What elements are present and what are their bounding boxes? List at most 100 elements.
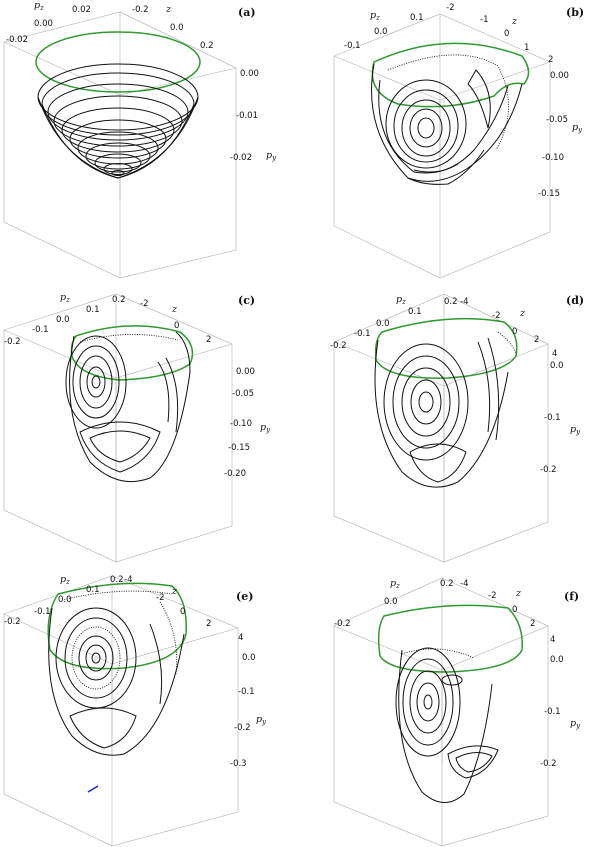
panel-label: (e): [236, 590, 253, 603]
z-tick: 2: [534, 335, 539, 345]
pz-tick: 0.2: [440, 579, 454, 589]
py-axis-label: py: [260, 422, 271, 434]
orbit-family: [37, 63, 199, 179]
pz-axis-label: pz: [396, 294, 406, 306]
z-tick: 2: [548, 55, 553, 65]
py-tick: -0.10: [542, 153, 564, 163]
py-tick: -0.20: [224, 469, 246, 479]
py-tick: -0.1: [544, 707, 561, 717]
marker-segment: [87, 785, 99, 793]
pz-tick: -0.1: [32, 325, 49, 335]
z-tick: 0: [512, 605, 517, 615]
z-tick: -2: [446, 3, 454, 13]
z-tick: 0.2: [200, 41, 214, 51]
py-axis-label: py: [570, 718, 581, 730]
panel-label: (d): [566, 294, 584, 307]
z-tick: -1: [480, 15, 488, 25]
pz-tick: -0.1: [34, 607, 51, 617]
py-axis: 0.00 -0.05 -0.10 -0.15 -0.20 py: [224, 367, 271, 479]
z-tick: 4: [550, 635, 555, 645]
box-frame: [333, 293, 549, 563]
plot-d: pz 0.2 0.1 0.0 -0.1 -0.2 z -4 -2 0 2 4 0…: [330, 293, 584, 563]
pz-tick: 0.0: [374, 27, 388, 37]
z-tick: -2: [156, 593, 164, 603]
plot-e: pz 0.2 0.1 0.0 -0.1 -0.2 z -4 -2 0 2 4 0…: [3, 574, 267, 847]
py-tick: -0.10: [230, 419, 252, 429]
z-tick: 0.0: [170, 23, 184, 33]
z-tick: 4: [552, 349, 557, 359]
z-tick: -0.2: [132, 5, 149, 15]
py-tick: -0.01: [236, 111, 258, 121]
z-tick: -4: [124, 575, 132, 585]
orbit-family: [374, 331, 517, 488]
py-axis-label: py: [570, 424, 581, 436]
section-curve: [47, 582, 187, 670]
pz-tick: 0.2: [444, 297, 458, 307]
py-tick: 0.00: [240, 69, 259, 79]
z-tick: -2: [488, 591, 496, 601]
box-frame: [3, 293, 233, 563]
py-axis: 0.00 -0.01 -0.02 py: [230, 69, 277, 163]
z-tick: 0: [504, 29, 509, 39]
pz-axis: pz 0.2 0.1 0.0 -0.1 -0.2: [4, 292, 126, 347]
pz-tick: -0.2: [334, 619, 351, 629]
pz-tick: -0.2: [4, 617, 21, 627]
pz-tick: 0.1: [86, 585, 100, 595]
z-tick: -2: [492, 311, 500, 321]
pz-axis: pz 0.02 0.00 -0.02: [6, 0, 91, 45]
plot-f: pz 0.2 0.0 -0.2 z -4 -2 0 2 4 0.0 -0.1 -…: [333, 577, 581, 847]
pz-axis-label: pz: [34, 0, 44, 12]
z-axis-label: z: [171, 304, 178, 315]
py-tick: 0.00: [236, 367, 255, 377]
pz-tick: -0.2: [4, 337, 21, 347]
py-axis: 0.0 -0.1 -0.2 py: [540, 655, 581, 769]
pz-axis-label: pz: [370, 10, 380, 22]
plot-b: pz 0.1 0.0 -0.1 z -2 -1 0 1 2 0.00 -0.05…: [333, 3, 584, 279]
z-axis: z -2 0 2: [140, 299, 211, 345]
pz-tick: 0.1: [86, 305, 100, 315]
pz-tick: -0.02: [6, 35, 28, 45]
panel-label: (a): [238, 6, 256, 19]
orbit-family: [65, 331, 191, 483]
py-tick: -0.15: [538, 189, 560, 199]
z-tick: -4: [460, 297, 468, 307]
section-curve: [377, 604, 523, 673]
z-axis: z -2 -1 0 1 2: [446, 3, 553, 65]
py-axis-label: py: [572, 122, 583, 134]
panel-c: pz 0.2 0.1 0.0 -0.1 -0.2 z -2 0 2 0.00 -…: [0, 282, 298, 564]
py-axis: 0.0 -0.1 -0.2 -0.3 py: [230, 653, 267, 769]
panel-label: (f): [564, 590, 579, 603]
z-tick: -4: [460, 579, 468, 589]
py-axis: 0.0 -0.1 -0.2 py: [540, 361, 581, 475]
z-axis-label: z: [165, 4, 172, 15]
py-tick: -0.05: [232, 389, 254, 399]
py-tick: -0.3: [230, 759, 247, 769]
panel-label: (b): [566, 6, 584, 19]
section-curve: [70, 325, 194, 381]
panel-label: (c): [238, 294, 255, 307]
py-tick: -0.1: [544, 413, 561, 423]
z-tick: -2: [140, 299, 148, 309]
z-tick: 0: [180, 607, 185, 617]
pz-tick: 0.2: [110, 575, 124, 585]
box-frame: [333, 577, 549, 847]
pz-tick: 0.0: [58, 595, 72, 605]
pz-tick: 0.00: [34, 19, 53, 29]
plot-a: pz 0.02 0.00 -0.02 z -0.2 0.0 0.2 0.00 -…: [3, 0, 277, 279]
py-axis: 0.00 -0.05 -0.10 -0.15 py: [538, 71, 583, 199]
pz-tick: 0.02: [72, 5, 91, 15]
panel-d: pz 0.2 0.1 0.0 -0.1 -0.2 z -4 -2 0 2 4 0…: [298, 282, 596, 564]
py-tick: -0.1: [238, 687, 255, 697]
py-axis-label: py: [256, 714, 267, 726]
z-tick: 1: [524, 43, 529, 53]
pz-axis-label: pz: [60, 574, 70, 586]
z-tick: 2: [530, 619, 535, 629]
orbit-family: [48, 590, 185, 756]
orbit-family: [371, 54, 523, 185]
py-tick: -0.2: [540, 465, 557, 475]
box-frame: [3, 11, 237, 279]
py-tick: -0.02: [230, 153, 252, 163]
pz-tick: 0.0: [376, 319, 390, 329]
py-tick: 0.0: [550, 655, 564, 665]
z-tick: 0: [512, 327, 517, 337]
